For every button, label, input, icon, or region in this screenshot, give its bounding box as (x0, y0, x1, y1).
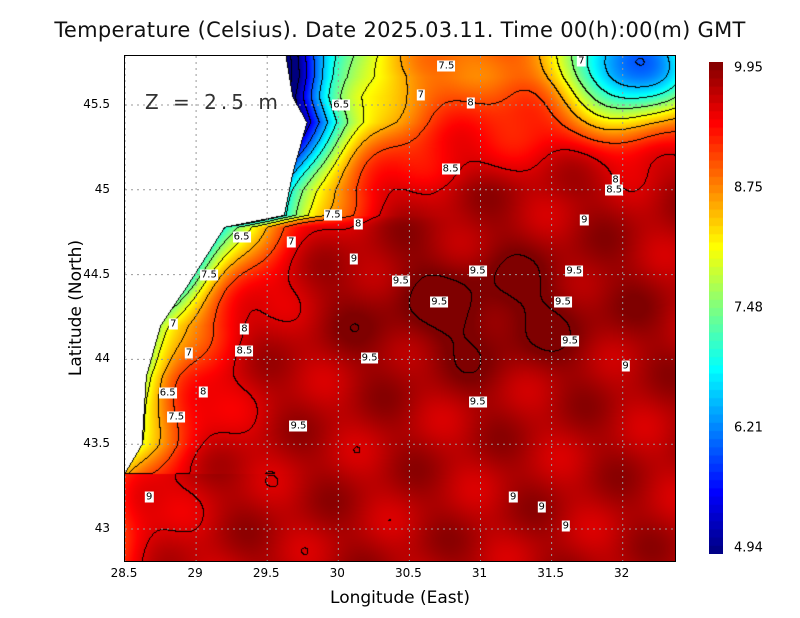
colorbar-tick-label: 8.75 (734, 180, 763, 196)
contour-label: 8.5 (441, 163, 460, 175)
x-tick-label: 32 (614, 566, 630, 580)
y-tick-label: 45.5 (83, 97, 110, 111)
contour-label: 7.5 (437, 60, 456, 72)
contour-label: 8 (611, 174, 620, 186)
contour-label: 7.5 (167, 411, 186, 423)
contour-label: 8 (240, 323, 249, 335)
x-tick-label: 30 (329, 566, 345, 580)
contour-label: 9 (580, 214, 589, 226)
contour-label: 9.5 (468, 265, 487, 277)
colorbar (709, 62, 723, 554)
contour-label: 9 (509, 491, 518, 503)
x-tick-label: 28.5 (110, 566, 138, 580)
contour-label: 9 (144, 491, 154, 503)
y-tick-label: 45 (94, 181, 110, 196)
x-tick-label: 29 (187, 566, 203, 580)
colorbar-tick-label: 9.95 (734, 60, 763, 76)
chart-title: Temperature (Celsius). Date 2025.03.11. … (54, 18, 746, 42)
contour-label: 9.5 (289, 420, 308, 432)
depth-label: Z = 2.5 m (145, 90, 282, 114)
grid-overlay (125, 56, 675, 561)
colorbar-tick-label: 7.48 (734, 300, 763, 316)
contour-label: 9 (537, 501, 546, 513)
y-tick-label: 44 (94, 351, 110, 366)
x-tick-label: 31 (471, 566, 488, 580)
contour-label: 8 (354, 218, 363, 230)
contour-label: 6.5 (232, 231, 251, 243)
contour-label: 8 (199, 386, 208, 398)
contour-label: 9.5 (430, 296, 449, 308)
y-tick-label: 43 (94, 521, 110, 535)
contour-label: 9.5 (360, 352, 379, 364)
y-axis-label: Latitude (North) (66, 239, 86, 377)
contour-label: 9.5 (468, 396, 487, 408)
colorbar-tick-label: 6.21 (734, 420, 763, 436)
contour-label: 7 (416, 89, 425, 101)
temperature-field (125, 56, 675, 561)
x-axis-label: Longitude (East) (330, 588, 470, 608)
x-tick-label: 31.5 (537, 566, 564, 580)
x-tick-label: 30.5 (395, 566, 422, 580)
contour-label: 7.5 (199, 269, 218, 281)
contour-label: 8.5 (235, 345, 254, 357)
contour-label: 9 (349, 253, 359, 265)
contour-label: 9.5 (391, 275, 410, 287)
contour-label: 9.5 (565, 265, 584, 277)
contour-label: 7 (577, 55, 586, 67)
contour-label: 7.5 (323, 209, 342, 221)
contour-label: 6.5 (332, 99, 351, 111)
contour-label: 9.5 (561, 335, 580, 347)
contour-label: 8 (466, 97, 475, 109)
colorbar-tick-label: 4.94 (734, 540, 763, 556)
contour-label: 8.5 (605, 184, 624, 196)
contour-label: 7 (184, 347, 194, 359)
contour-label: 6.5 (158, 387, 177, 399)
contour-label: 9.5 (554, 296, 572, 308)
map-plot-area: Z = 2.5 m 7.5 7 6.5 7 8 8.5 8 8.5 9 7.5 8 7 6.5 9 7.5 9… (124, 55, 676, 562)
y-tick-label: 44.5 (83, 266, 110, 281)
contour-label: 7 (287, 236, 296, 248)
contour-label: 7 (169, 318, 178, 330)
contour-label: 9 (621, 360, 630, 372)
contour-label: 9 (561, 520, 570, 532)
y-tick-label: 43.5 (83, 436, 110, 451)
x-tick-label: 29.5 (252, 566, 280, 580)
